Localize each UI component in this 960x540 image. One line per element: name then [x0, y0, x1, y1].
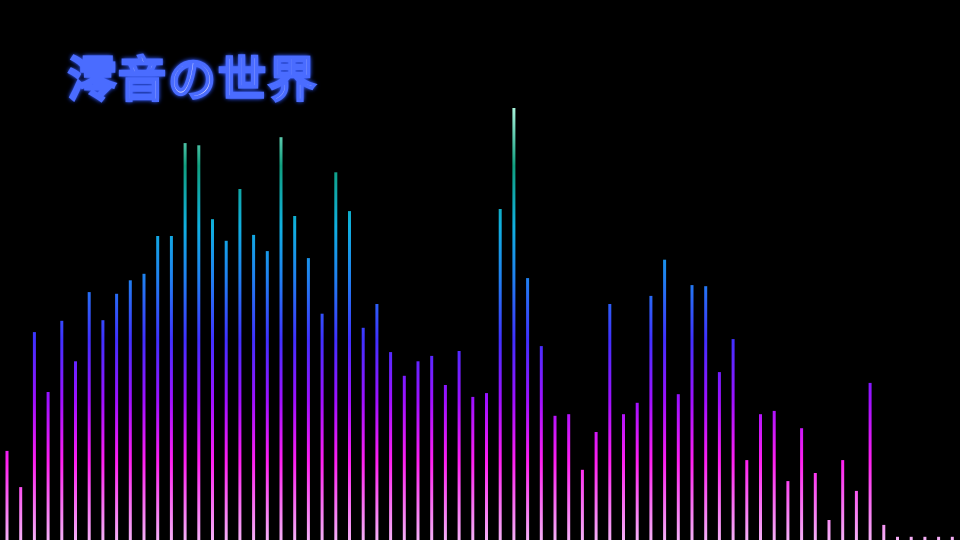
visualizer-bar — [74, 361, 77, 540]
visualizer-bar — [252, 234, 256, 540]
visualizer-bar — [443, 385, 447, 540]
visualizer-bar — [60, 320, 64, 540]
visualizer-bar — [800, 428, 804, 540]
visualizer-bar — [827, 520, 831, 540]
visualizer-bar — [5, 450, 9, 540]
visualizer-bar — [430, 355, 434, 540]
visualizer-bar — [457, 351, 461, 540]
visualizer-bar — [265, 251, 269, 540]
visualizer-bar — [567, 414, 571, 540]
visualizer-bar — [950, 536, 954, 540]
visualizer-bar — [197, 145, 201, 540]
visualizer-bar — [553, 415, 557, 540]
visualizer-bar — [211, 219, 214, 540]
visualizer-bar — [485, 393, 488, 540]
visualizer-bar — [142, 273, 146, 540]
visualizer-bar — [745, 460, 749, 540]
visualizer-bar — [402, 375, 406, 540]
visualizer-bar — [375, 304, 379, 540]
visualizer-bar — [526, 278, 530, 540]
visualizer-bar — [608, 304, 612, 540]
visualizer-bar — [169, 236, 173, 540]
visualizer-bar — [183, 143, 187, 540]
visualizer-bar — [32, 332, 36, 540]
visualizer-bar — [937, 536, 941, 540]
visualizer-bar — [293, 216, 297, 540]
visualizer-bar — [87, 292, 91, 540]
visualizer-bar — [334, 172, 338, 540]
visualizer-bar — [128, 280, 132, 540]
visualizer-bar — [594, 432, 598, 540]
visualizer-bar — [348, 211, 351, 540]
visualizer-bar — [649, 295, 653, 540]
visualizer-bar — [279, 137, 283, 540]
visualizer-bar — [224, 240, 228, 540]
visualizer-bar — [156, 236, 160, 540]
visualizer-bar — [416, 361, 420, 540]
app-title: 澪音の世界 — [67, 51, 319, 109]
visualizer-bar — [786, 481, 790, 540]
visualizer-bar — [635, 402, 639, 540]
visualizer-bar — [306, 258, 310, 540]
visualizer-bar — [813, 473, 817, 540]
visualizer-bar — [676, 394, 680, 540]
visualizer-bar — [759, 414, 762, 540]
visualizer-bar — [923, 536, 927, 540]
visualizer-bar — [512, 108, 516, 540]
visualizer-bar — [539, 346, 543, 540]
visualizer-bar — [238, 189, 242, 540]
visualizer-bar — [471, 396, 475, 540]
visualizer-bar — [663, 259, 667, 540]
visualizer-bar — [717, 372, 721, 540]
visualizer-bar — [772, 410, 776, 540]
visualizer-bar — [361, 327, 365, 540]
visualizer-bar — [115, 293, 119, 540]
visualizer-bar — [498, 209, 502, 540]
visualizer-bar — [101, 320, 105, 540]
visualizer-bar — [19, 487, 23, 540]
visualizer-bar — [854, 490, 858, 540]
visualizer-bar — [389, 352, 393, 540]
visualizer-bar — [731, 339, 735, 540]
visualizer-bar — [841, 460, 845, 540]
visualizer-bar — [704, 286, 708, 540]
visualizer-bar — [580, 469, 584, 540]
visualizer-bar — [909, 536, 913, 540]
visualizer-bar — [896, 536, 899, 540]
visualizer-bar — [882, 524, 886, 540]
visualizer-bar — [320, 313, 324, 540]
visualizer-bar — [46, 392, 50, 540]
visualizer-bar — [868, 382, 872, 540]
visualizer-bar — [690, 285, 694, 540]
visualizer-bar — [622, 414, 625, 540]
